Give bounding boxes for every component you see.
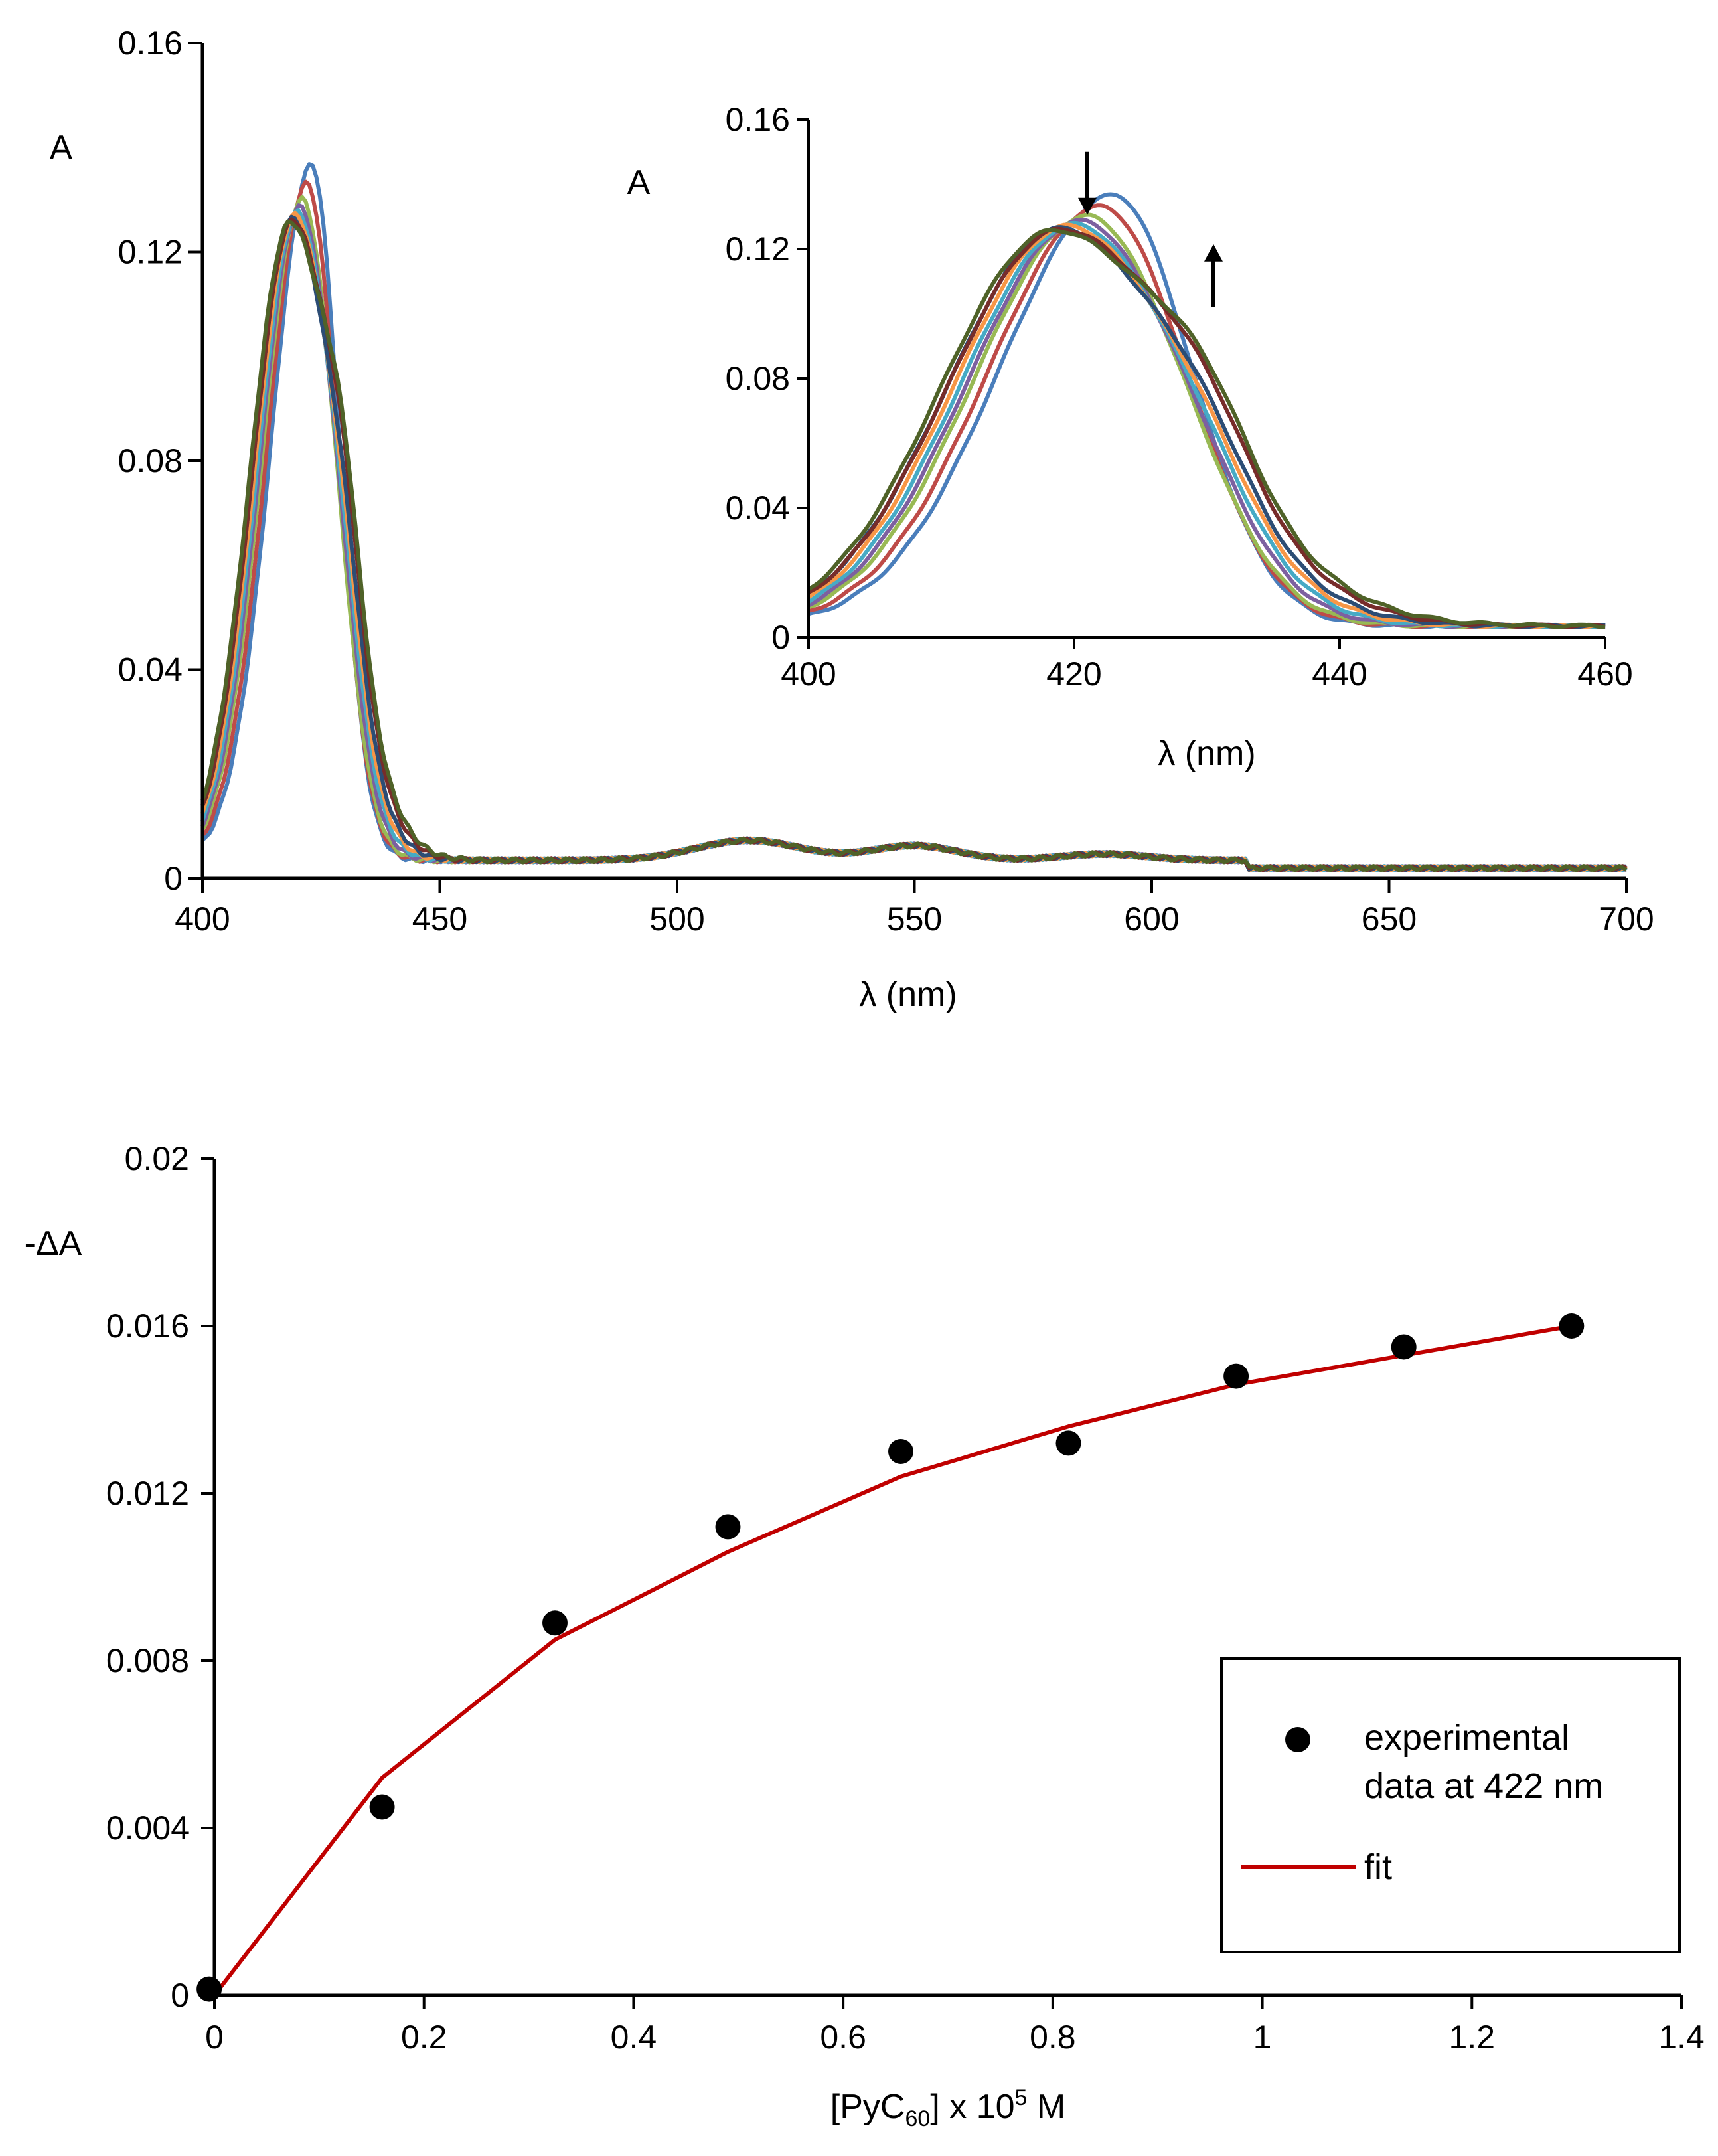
inset-line-trace-9: [807, 228, 1606, 629]
x-tick-label: 450: [412, 900, 467, 938]
data-point: [1559, 1313, 1585, 1339]
bottom-axis-ticks: 0 0.2 0.4 0.6 0.8 1 1.2 1.4 0 0.004 0.008 0.012 0.01…: [106, 1140, 1705, 2056]
inset-spectrum-traces: [807, 192, 1606, 629]
main-x-axis-title: λ (nm): [859, 975, 957, 1014]
inset-arrows: [1078, 151, 1223, 307]
y-tick-label: 0: [171, 1977, 189, 2014]
xlabel-part-pre: [PyC: [830, 2088, 905, 2126]
y-tick-label: 0.012: [106, 1475, 189, 1512]
binding-isotherm-panel: 0 0.2 0.4 0.6 0.8 1 1.2 1.4 0 0.004 0.008 0.012 0.01…: [25, 1140, 1705, 2131]
x-tick-label: 1: [1253, 2019, 1272, 2056]
main-axis-ticks: 400 450 500 550 600 650 700 0 0.04 0.08 0.12 0.16: [118, 25, 1654, 938]
y-tick-label: 0.08: [726, 360, 790, 397]
y-tick-label: 0.04: [726, 489, 790, 527]
x-tick-label: 0.4: [611, 2019, 657, 2056]
legend-fit-label: fit: [1364, 1847, 1392, 1887]
spectrum-line-trace-8: [200, 217, 1628, 872]
inset-y-axis-title: A: [627, 163, 651, 202]
spectrum-line-trace-9: [200, 219, 1628, 872]
spectrum-line-trace-6: [200, 210, 1628, 872]
y-tick-label: 0.12: [726, 230, 790, 268]
inset-axis-ticks: 400 420 440 460 0 0.04 0.08 0.12 0.16: [726, 101, 1633, 693]
legend-box: [1220, 1657, 1681, 1953]
y-tick-label: 0.16: [726, 101, 790, 138]
fit-series: [212, 1324, 1572, 1997]
x-tick-label: 550: [887, 900, 942, 938]
x-tick-label: 500: [649, 900, 704, 938]
legend-scatter-marker: [1285, 1727, 1310, 1752]
xlabel-part-sup: 5: [1015, 2085, 1028, 2110]
data-point: [542, 1610, 568, 1636]
x-tick-label: 0.2: [401, 2019, 447, 2056]
data-point: [196, 1976, 222, 2002]
x-tick-label: 1.2: [1449, 2019, 1496, 2056]
x-tick-label: 650: [1362, 900, 1417, 938]
x-tick-label: 400: [781, 655, 836, 693]
data-point: [715, 1514, 741, 1540]
arrow-up-head: [1204, 244, 1223, 262]
y-tick-label: 0.02: [125, 1140, 189, 1177]
x-tick-label: 440: [1312, 655, 1367, 693]
experimental-series: [196, 1313, 1585, 2002]
xlabel-part-sub: 60: [905, 2106, 930, 2131]
inset-line-trace-8: [807, 226, 1606, 629]
data-point: [1391, 1334, 1417, 1360]
data-point: [369, 1794, 395, 1820]
x-tick-label: 0: [205, 2019, 224, 2056]
y-tick-label: 0: [164, 860, 183, 897]
spectrum-line-trace-5: [200, 208, 1628, 872]
bottom-x-axis-title: [PyC60] x 105 M: [830, 2085, 1065, 2131]
x-tick-label: 600: [1124, 900, 1179, 938]
x-tick-label: 460: [1577, 655, 1632, 693]
spectrum-line-trace-7: [200, 214, 1627, 872]
y-tick-label: 0.008: [106, 1642, 189, 1679]
y-tick-label: 0.16: [118, 25, 183, 62]
inset-line-trace-4: [807, 217, 1606, 629]
x-tick-label: 1.4: [1658, 2019, 1705, 2056]
data-point: [1055, 1430, 1081, 1456]
fit-line: [212, 1324, 1572, 1997]
legend-scatter-label-line2: data at 422 nm: [1364, 1766, 1603, 1806]
legend-scatter-label-line1: experimental: [1364, 1718, 1569, 1758]
main-spectrum-traces: [200, 162, 1628, 872]
main-spectrum-panel: 400 450 500 550 600 650 700 0 0.04 0.08 0.12 0.16 A…: [50, 25, 1654, 1014]
legend: experimental data at 422 nm fit: [1220, 1657, 1681, 1953]
data-point: [888, 1439, 913, 1464]
arrow-down-head: [1078, 197, 1097, 215]
x-tick-label: 0.8: [1030, 2019, 1076, 2056]
y-tick-label: 0.004: [106, 1809, 189, 1847]
x-tick-label: 400: [175, 900, 230, 938]
y-tick-label: 0.04: [118, 651, 183, 689]
y-tick-label: 0: [771, 619, 790, 656]
x-tick-label: 420: [1046, 655, 1101, 693]
y-tick-label: 0.016: [106, 1307, 189, 1345]
xlabel-part-post: M: [1027, 2088, 1065, 2126]
spectrum-line-trace-2: [200, 179, 1628, 872]
x-tick-label: 0.6: [820, 2019, 866, 2056]
data-point: [1223, 1363, 1249, 1389]
bottom-y-axis-title: -ΔA: [25, 1224, 82, 1263]
inset-spectrum-panel: 400 420 440 460 0 0.04 0.08 0.12 0.16 A λ (nm): [627, 101, 1633, 773]
inset-x-axis-title: λ (nm): [1158, 734, 1255, 773]
y-tick-label: 0.08: [118, 442, 183, 479]
main-y-axis-title: A: [50, 129, 73, 167]
xlabel-part-mid: ] x 10: [930, 2088, 1014, 2126]
x-tick-label: 700: [1599, 900, 1654, 938]
y-tick-label: 0.12: [118, 234, 183, 271]
